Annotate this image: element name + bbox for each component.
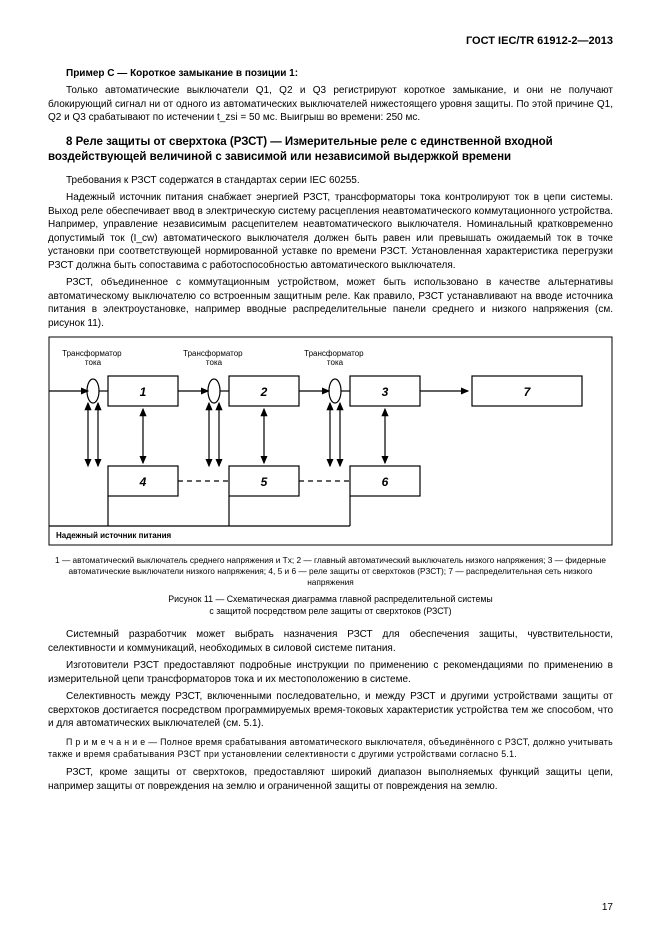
figure-11-caption: Рисунок 11 — Схематическая диаграмма гла… <box>48 594 613 618</box>
figure-11: Трансформатор тока 1 Трансформатор тока … <box>48 336 613 618</box>
s8-p4: Системный разработчик может выбрать назн… <box>48 628 613 655</box>
example-c-title: Пример C — Короткое замыкание в позиции … <box>66 68 298 79</box>
s8-p2: Надежный источник питания снабжает энерг… <box>48 191 613 272</box>
box-3-label: 3 <box>382 385 389 399</box>
example-c: Пример C — Короткое замыкание в позиции … <box>48 67 613 81</box>
example-c-body: Только автоматические выключатели Q1, Q2… <box>48 84 613 125</box>
reliable-source-label: Надежный источник питания <box>56 531 171 540</box>
doc-header: ГОСТ IEC/TR 61912-2—2013 <box>48 34 613 49</box>
s8-p1: Требования к РЗСТ содержатся в стандарта… <box>48 174 613 188</box>
ct-label-1: Трансформатор тока <box>62 349 124 367</box>
figure-11-legend: 1 — автоматический выключатель среднего … <box>48 555 613 589</box>
box-4-label: 4 <box>139 475 147 489</box>
box-6-label: 6 <box>382 475 389 489</box>
page-number: 17 <box>602 901 613 915</box>
figure-11-svg: Трансформатор тока 1 Трансформатор тока … <box>48 336 613 546</box>
s8-p5: Изготовители РЗСТ предоставляют подробны… <box>48 659 613 686</box>
section-8-title: 8 Реле защиты от сверхтока (РЗСТ) — Изме… <box>48 135 613 166</box>
s8-p6: Селективность между РЗСТ, включенными по… <box>48 690 613 731</box>
ct-label-3: Трансформатор тока <box>304 349 366 367</box>
box-7-label: 7 <box>524 385 532 399</box>
page: ГОСТ IEC/TR 61912-2—2013 Пример C — Коро… <box>0 0 661 936</box>
box-5-label: 5 <box>261 475 268 489</box>
box-2-label: 2 <box>260 385 268 399</box>
s8-p7: РЗСТ, кроме защиты от сверхтоков, предос… <box>48 766 613 793</box>
box-1-label: 1 <box>140 385 147 399</box>
ct-label-2: Трансформатор тока <box>183 349 245 367</box>
s8-note: П р и м е ч а н и е — Полное время сраба… <box>48 737 613 761</box>
s8-p3: РЗСТ, объединенное с коммутационным устр… <box>48 276 613 330</box>
